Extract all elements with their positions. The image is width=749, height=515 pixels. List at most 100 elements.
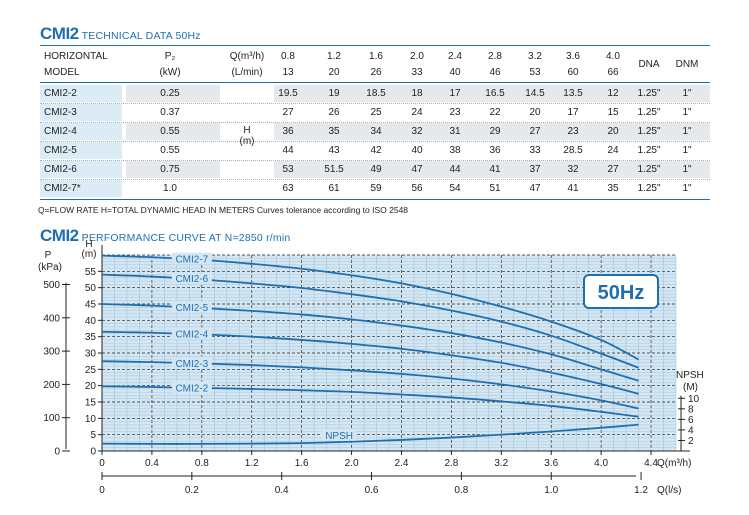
y-tick-label-pressure: 200 [43,380,60,391]
table-row-head-value: 26 [328,107,340,118]
x-tick-label: 4.4 [644,458,658,469]
curve-cmi2-7 [101,254,639,361]
table-row-head-value: 14.5 [525,88,545,99]
y-tick-label-head: 20 [85,381,97,392]
table-row-divider [40,103,710,104]
table-row-dna: 1.25" [637,107,661,118]
header-flow-m3h: 0.8 [281,51,295,62]
table-row-head-value: 19 [328,88,340,99]
header-flow-lmin: 33 [411,67,423,78]
x-tick-label-ls: 0.8 [454,485,468,496]
table-row-head-value: 23 [567,126,579,137]
y-tick-label-npsh: 4 [688,425,694,436]
curve-label: CMI2-4 [175,330,208,341]
x-tick-label-ls: 0.6 [365,485,379,496]
y-tick-label-npsh: 6 [688,415,694,426]
table-head-label: H [243,125,251,136]
header-flow-lmin: 46 [489,67,501,78]
y-tick-label-head: 30 [85,349,97,360]
table-row-head-value: 33 [529,145,541,156]
table-row-head-value: 25 [370,107,382,118]
curve-label-bg [171,300,212,313]
curve-label: NPSH [325,431,353,442]
table-row-dnm: 1" [682,107,692,118]
table-row-divider [40,141,710,142]
header-q: Q(m³/h) [229,51,265,62]
table-row-power: 0.25 [160,88,180,99]
table-title-main: CMI2 [40,24,79,43]
curve-cmi2-3 [101,360,639,410]
table-row-head-value: 53 [282,164,294,175]
table-top-rule [40,45,710,46]
table-row-head-value: 43 [328,145,340,156]
model-cell-bg [40,161,122,178]
curve-npsh [101,423,639,445]
curve-label: CMI2-3 [175,359,208,370]
table-row-head-value: 32 [411,126,423,137]
table-row-head-value: 47 [411,164,423,175]
table-row-model: CMI2-6 [44,164,77,175]
table-row-head-value: 44 [449,164,461,175]
curve-label-bg [171,381,212,394]
curve-label-bg [171,272,212,285]
table-row-model: CMI2-5 [44,145,77,156]
table-row-head-value: 22 [489,107,501,118]
table-row-stripe [126,85,220,102]
table-row-divider [40,179,710,180]
chart-title-sub: PERFORMANCE CURVE AT N=2850 r/min [81,232,291,244]
table-title-sub: TECHNICAL DATA 50Hz [81,30,201,42]
curve-cmi2-5 [101,303,639,382]
table-row-dna: 1.25" [637,145,661,156]
table-row-head-value: 42 [370,145,382,156]
table-row-head-value: 18.5 [366,88,386,99]
x-tick-label-ls: 1.0 [544,485,558,496]
table-row-head-value: 15 [607,107,619,118]
curve-label-bg [171,252,212,265]
header-flow-m3h: 2.0 [410,51,424,62]
table-row-head-value: 51.5 [324,164,344,175]
header-dnm: DNM [675,59,699,70]
table-row-head-value: 27 [607,164,619,175]
header-flow-lmin: 20 [328,67,340,78]
y-tick-label-pressure: 0 [54,447,60,458]
x-tick-label: 0.4 [145,458,159,469]
y-tick-label-head: 35 [85,332,97,343]
table-row-head-value: 27 [282,107,294,118]
table-row-stripe [274,85,710,102]
table-row-head-value: 41 [567,183,579,194]
table-row-head-value: 20 [529,107,541,118]
table-head-unit: (m) [239,136,255,147]
y-axis-label-pressure: P [45,250,52,261]
x-tick-label-ls: 1.2 [634,485,648,496]
x-axis-label: Q(m³/h) [657,458,691,469]
table-row-head-value: 24 [411,107,423,118]
header-flow-lmin: 53 [529,67,541,78]
table-bottom-rule [40,199,710,200]
header-power-unit: (kW) [159,67,181,78]
table-row-divider [40,160,710,161]
y-tick-label-pressure: 500 [43,280,60,291]
curve-label: CMI2-7 [175,255,208,266]
table-row-head-value: 17 [567,107,579,118]
table-row-head-value: 35 [607,183,619,194]
table-row-head-value: 63 [282,183,294,194]
model-cell-bg [40,123,122,140]
table-row-head-value: 54 [449,183,461,194]
x-tick-label: 2.0 [345,458,359,469]
table-row-head-value: 28.5 [563,145,583,156]
table-row-head-value: 12 [607,88,619,99]
y-tick-label-pressure: 100 [43,413,60,424]
table-footnote: Q=FLOW RATE H=TOTAL DYNAMIC HEAD IN METE… [38,205,409,215]
table-row-dna: 1.25" [637,126,661,137]
table-row-head-value: 13.5 [563,88,583,99]
table-row-head-value: 56 [411,183,423,194]
header-flow-m3h: 1.6 [369,51,383,62]
model-cell-bg [40,85,122,102]
table-row-head-value: 35 [328,126,340,137]
table-row-head-value: 61 [328,183,340,194]
table-row-head-value: 23 [449,107,461,118]
frequency-badge-text: 50Hz [598,282,645,304]
header-flow-m3h: 2.4 [448,51,462,62]
curve-cmi2-2 [101,385,639,418]
table-row-power: 0.55 [160,145,180,156]
